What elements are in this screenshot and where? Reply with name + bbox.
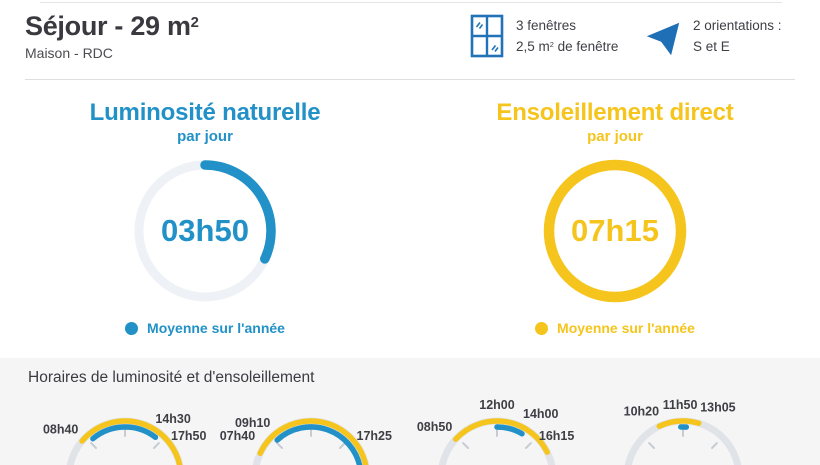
daylight-period-arc	[90, 424, 159, 442]
orientations-values: S et E	[693, 38, 730, 54]
gauge-time-label: 10h20	[624, 404, 659, 418]
schedule-gauge-1: 08h40 14h30 17h50	[30, 395, 220, 465]
room-header: Séjour - 29 m2 Maison - RDC	[25, 11, 199, 61]
daylight-period-arc	[274, 424, 363, 465]
schedule-gauge-4: 10h20 11h50 13h05	[588, 395, 778, 465]
gauge-time-label: 08h40	[43, 422, 78, 436]
compass-arrow-icon	[646, 22, 680, 56]
daylight-value: 03h50	[161, 213, 249, 248]
windows-info: 3 fenêtres 2,5 m2 de fenêtre	[470, 14, 618, 58]
gauge-time-label: 14h30	[155, 412, 190, 426]
daylight-title: Luminosité naturelle	[89, 99, 321, 126]
daylight-ring-arc	[200, 160, 276, 264]
orientations-info-text: 2 orientations : S et E	[693, 14, 782, 58]
daylight-subtitle: par jour	[177, 128, 233, 145]
gauge-time-label: 17h25	[357, 429, 392, 443]
schedule-gauges: 08h40 14h30 17h50 07h40 09h10 17h25 08h50 12h00…	[0, 395, 820, 465]
daylight-legend-label: Moyenne sur l'année	[147, 320, 285, 336]
gauge-tick	[90, 442, 97, 449]
sun-period-arc	[452, 418, 550, 455]
schedule-gauge-svg: 08h50 12h00 14h00 16h15	[417, 398, 574, 465]
sunshine-value: 07h15	[571, 213, 659, 248]
schedule-gauge-svg: 10h20 11h50 13h05	[624, 398, 742, 465]
gauge-time-label: 13h05	[700, 401, 735, 415]
daylight-legend-dot	[125, 322, 139, 335]
schedule-section: Horaires de luminosité et d'ensoleilleme…	[0, 358, 820, 465]
windows-area-unit: de fenêtre	[553, 38, 619, 54]
sunshine-ring-svg	[543, 159, 687, 303]
gauge-tick	[276, 442, 283, 449]
windows-area-value: 2,5 m	[516, 38, 550, 54]
schedule-gauge-3: 08h50 12h00 14h00 16h15	[402, 395, 592, 465]
page-title: Séjour - 29 m2	[25, 11, 199, 42]
sun-period-arc	[257, 418, 369, 465]
room-subtitle: Maison - RDC	[25, 45, 113, 61]
gauge-tick	[525, 442, 532, 449]
orientations-count: 2 orientations :	[693, 18, 782, 33]
gauge-tick	[711, 442, 718, 449]
schedule-title: Horaires de luminosité et d'ensoleilleme…	[28, 369, 315, 386]
sunshine-ring-gauge: 07h15	[539, 155, 691, 307]
sunshine-title: Ensoleillement direct	[496, 99, 734, 126]
windows-area-superscript: 2	[549, 39, 554, 49]
orientations-info: 2 orientations : S et E	[645, 14, 782, 58]
room-title-superscript: 2	[190, 14, 199, 31]
schedule-gauge-svg: 08h40 14h30 17h50	[43, 412, 206, 465]
gauge-time-label: 16h15	[539, 429, 574, 443]
gauge-tick	[462, 442, 469, 449]
sunshine-legend: Moyenne sur l'année	[410, 320, 820, 336]
windows-info-text: 3 fenêtres 2,5 m2 de fenêtre	[516, 14, 618, 58]
top-divider	[40, 2, 782, 3]
sunshine-legend-label: Moyenne sur l'année	[557, 320, 695, 336]
gauge-tick	[339, 442, 346, 449]
gauge-time-label: 07h40	[220, 429, 255, 443]
window-icon	[470, 14, 504, 58]
schedule-gauge-2: 07h40 09h10 17h25	[216, 395, 406, 465]
sunshine-ring-arc	[543, 159, 687, 303]
daylight-ring-svg	[134, 160, 276, 302]
header-divider	[25, 79, 795, 80]
gauge-time-label: 08h50	[417, 420, 452, 434]
gauge-time-label: 11h50	[663, 398, 698, 412]
gauge-time-label: 12h00	[479, 398, 514, 412]
daylight-ring-gauge: 03h50	[129, 155, 281, 307]
gauge-time-label: 09h10	[235, 416, 270, 430]
daylight-period-arc	[494, 424, 525, 437]
sunshine-panel: Ensoleillement direct par jour 07h15 Moy…	[410, 99, 820, 336]
room-title-text: Séjour - 29 m	[25, 11, 191, 41]
daylight-legend: Moyenne sur l'année	[0, 320, 410, 336]
daylight-panel: Luminosité naturelle par jour 03h50 Moye…	[0, 99, 410, 336]
gauge-time-label: 14h00	[523, 407, 558, 421]
gauge-tick	[648, 442, 655, 449]
sun-period-arc	[79, 418, 183, 465]
sunshine-legend-dot	[535, 322, 549, 335]
sunshine-subtitle: par jour	[587, 128, 643, 145]
gauge-time-label: 17h50	[171, 429, 206, 443]
windows-count: 3 fenêtres	[516, 18, 577, 33]
gauge-tick	[153, 442, 160, 449]
sun-period-arc	[656, 418, 702, 429]
windows-area: 2,5 m2 de fenêtre	[516, 37, 618, 58]
